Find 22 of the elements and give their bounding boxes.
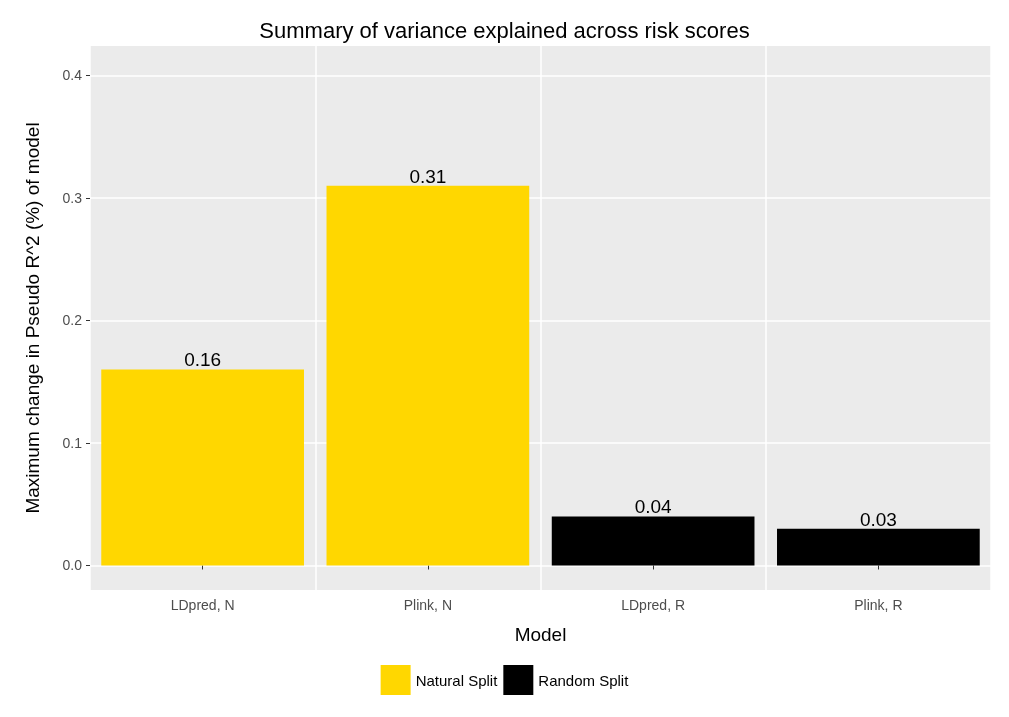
y-tick-label: 0.2 — [62, 312, 83, 329]
x-tick-label: Plink, R — [854, 597, 903, 613]
chart-title: Summary of variance explained across risk scores — [259, 17, 750, 43]
bar — [101, 369, 304, 566]
legend-label: Natural Split — [415, 671, 499, 689]
y-tick-label: 0.3 — [62, 189, 83, 206]
x-tick-label: LDpred, R — [621, 597, 686, 613]
bar — [551, 516, 755, 566]
y-tick-label: 0.4 — [62, 67, 83, 84]
y-tick-label: 0.0 — [62, 557, 83, 574]
x-tick-label: LDpred, N — [170, 597, 235, 613]
legend-label: Random Split — [538, 671, 630, 689]
data-label: 0.03 — [859, 508, 897, 530]
bar — [777, 528, 980, 566]
x-axis-title: Model — [514, 624, 567, 645]
x-tick-label: Plink, N — [403, 597, 452, 613]
data-label: 0.31 — [409, 165, 447, 187]
y-axis-title: Maximum change in Pseudo R^2 (%) of model — [22, 122, 43, 514]
data-label: 0.16 — [184, 349, 222, 371]
y-tick-label: 0.1 — [62, 434, 83, 451]
data-label: 0.04 — [634, 496, 673, 518]
bar — [326, 185, 530, 566]
